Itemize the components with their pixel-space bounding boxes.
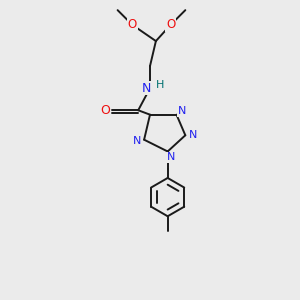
Text: N: N [133, 136, 141, 146]
Text: N: N [178, 106, 186, 116]
Text: O: O [166, 18, 175, 32]
Text: N: N [167, 152, 175, 162]
Text: H: H [156, 80, 164, 90]
Text: N: N [188, 130, 197, 140]
Text: N: N [142, 82, 151, 95]
Text: O: O [128, 18, 137, 32]
Text: O: O [100, 104, 110, 117]
